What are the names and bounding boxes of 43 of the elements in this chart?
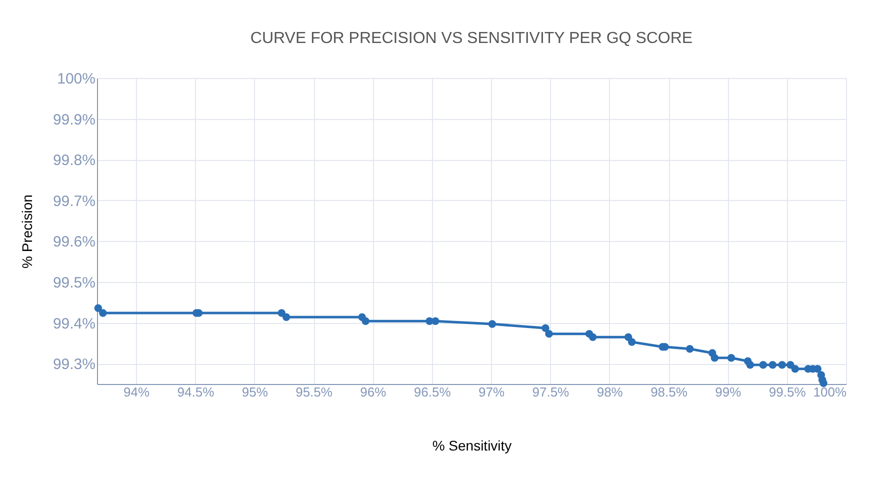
x-tick-label: 98.5%: [650, 384, 688, 400]
y-tick-label: 99.4%: [52, 315, 96, 332]
y-tick-label: 99.3%: [52, 356, 96, 374]
x-tick-label: 95.5%: [296, 384, 333, 400]
point: [362, 317, 370, 326]
y-tick-label: 99.9%: [52, 111, 96, 128]
point: [778, 360, 786, 369]
point: [628, 338, 636, 346]
point: [727, 354, 736, 362]
x-tick-label: 96%: [360, 384, 387, 400]
point: [432, 317, 440, 326]
x-tick-label: 97%: [478, 384, 505, 400]
x-tick-label: 94%: [124, 384, 150, 400]
point: [746, 360, 754, 369]
x-tick-label: 98%: [596, 384, 624, 400]
point: [791, 365, 799, 373]
point: [768, 360, 777, 369]
point: [99, 309, 107, 317]
point: [488, 320, 496, 328]
y-tick-label: 99.5%: [52, 274, 96, 292]
x-tick-label: 94.5%: [177, 384, 215, 400]
point: [282, 313, 290, 321]
chart-title: CURVE FOR PRECISION VS SENSITIVITY PER GQ SCORE: [250, 30, 693, 47]
x-tick-label: 99.5%: [768, 384, 806, 400]
point: [545, 330, 553, 338]
x-tick-label: 99%: [715, 384, 742, 400]
y-tick-label: 99.6%: [52, 234, 96, 251]
x-tick-label: 97.5%: [532, 384, 570, 400]
x-tick-label: 95%: [242, 384, 268, 400]
point: [686, 345, 694, 353]
x-axis-title: % Sensitivity: [432, 438, 512, 454]
y-tick-label: 99.7%: [52, 192, 96, 210]
y-axis-title: % Precision: [18, 194, 35, 268]
point: [759, 360, 768, 369]
point: [820, 379, 828, 388]
point: [588, 333, 597, 341]
point: [710, 354, 719, 362]
x-tick-label: 96.5%: [414, 384, 452, 400]
x-tick-label: 100%: [813, 384, 847, 400]
y-tick-label: 99.8%: [52, 152, 96, 170]
y-tick-label: 100%: [57, 70, 96, 88]
point: [94, 304, 102, 312]
point: [542, 324, 550, 332]
